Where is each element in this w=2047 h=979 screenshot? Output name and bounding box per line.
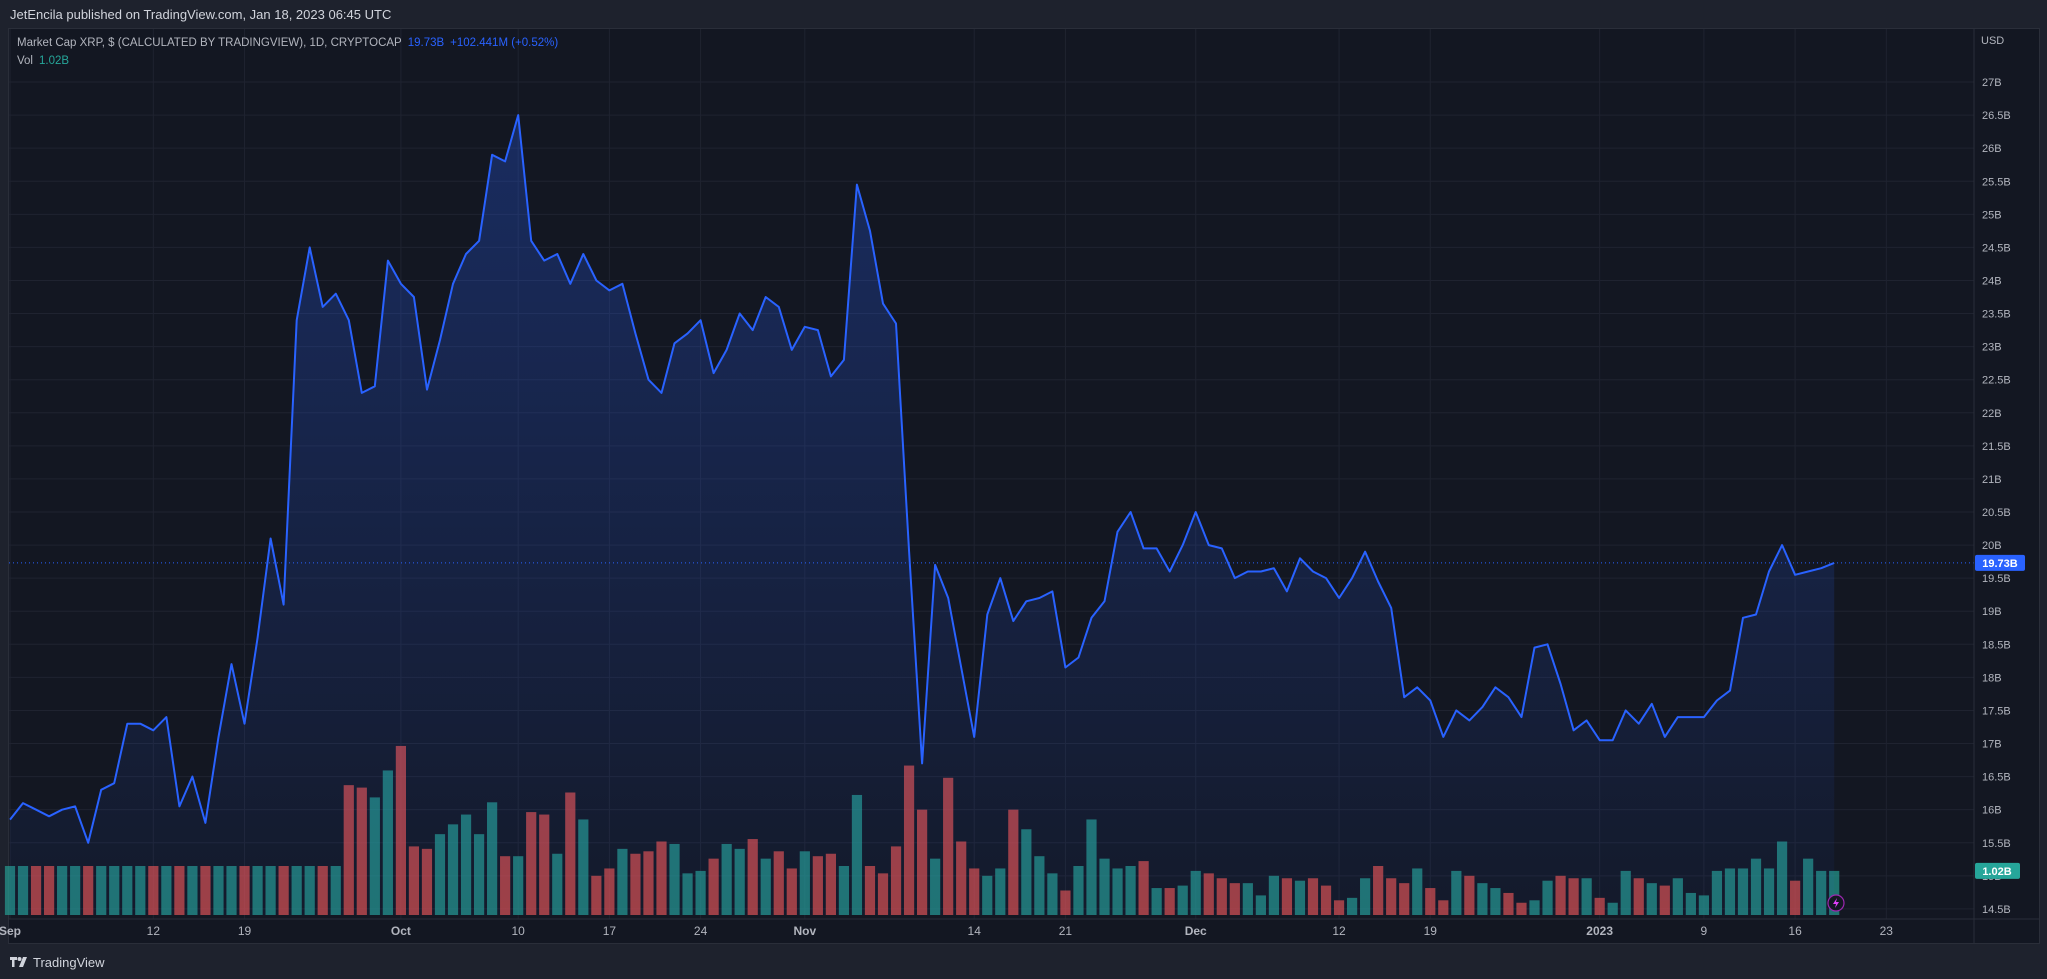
y-tick-label: 14.5B	[1982, 904, 2011, 916]
y-tick-label: 17B	[1982, 739, 2002, 751]
x-tick-label: 24	[694, 924, 708, 938]
x-tick-label: 2023	[1586, 924, 1613, 938]
y-tick-label: 20B	[1982, 540, 2002, 552]
tradingview-logo-icon	[10, 957, 27, 967]
y-tick-label: 21B	[1982, 474, 2002, 486]
currency-label: USD	[1981, 35, 2004, 47]
x-tick-label: 21	[1059, 924, 1073, 938]
y-tick-label: 16.5B	[1982, 772, 2011, 784]
x-tick-label: 23	[1880, 924, 1894, 938]
x-tick-label: Dec	[1185, 924, 1207, 938]
y-tick-label: 22B	[1982, 408, 2002, 420]
y-tick-label: 22.5B	[1982, 375, 2011, 387]
y-tick-label: 23B	[1982, 342, 2002, 354]
volume-badge	[1975, 862, 2020, 879]
x-tick-label: 12	[1332, 924, 1346, 938]
x-tick-label: Nov	[793, 924, 816, 938]
brand-name: TradingView	[33, 954, 105, 970]
y-tick-label: 20.5B	[1982, 507, 2011, 519]
y-tick-label: 19.5B	[1982, 573, 2011, 585]
x-tick-label: 12	[147, 924, 161, 938]
price-line	[9, 114, 1835, 844]
y-tick-label: 17.5B	[1982, 705, 2011, 717]
footer-brand[interactable]: TradingView	[10, 952, 105, 972]
y-tick-label: 24.5B	[1982, 242, 2011, 254]
y-tick-label: 15.5B	[1982, 838, 2011, 850]
y-tick-label: 23.5B	[1982, 309, 2011, 321]
volume-legend-row: Vol 1.02B	[17, 52, 558, 70]
last-value: 19.73B	[407, 37, 445, 49]
x-tick-label: 10	[511, 924, 525, 938]
y-tick-label: 18.5B	[1982, 639, 2011, 651]
x-tick-label: 9	[1701, 924, 1708, 938]
y-tick-label: 26B	[1982, 143, 2002, 155]
publisher-text: JetEncila published on TradingView.com, …	[10, 7, 392, 22]
last-value-badge	[1975, 554, 2025, 571]
y-tick-label: 18B	[1982, 672, 2002, 684]
vol-value: 1.02B	[39, 55, 70, 67]
y-tick-label: 16B	[1982, 805, 2002, 817]
x-tick-label: 16	[1788, 924, 1802, 938]
y-tick-label: 21.5B	[1982, 441, 2011, 453]
bolt-glyph	[1833, 898, 1839, 908]
x-tick-label: Sep	[0, 924, 21, 938]
y-tick-label: 25.5B	[1982, 176, 2011, 188]
y-tick-label: 24B	[1982, 275, 2002, 287]
y-tick-label: 27B	[1982, 77, 2002, 89]
y-tick-label: 26.5B	[1982, 110, 2011, 122]
vol-label[interactable]: Vol	[17, 55, 33, 67]
publisher-bar: JetEncila published on TradingView.com, …	[0, 0, 2047, 28]
x-tick-label: 19	[238, 924, 252, 938]
x-tick-label: 17	[603, 924, 617, 938]
symbol-legend-row: Market Cap XRP, $ (CALCULATED BY TRADING…	[17, 34, 558, 52]
x-tick-label: 14	[968, 924, 982, 938]
price-area-fill	[10, 115, 1835, 916]
price-change: +102.441M (+0.52%)	[450, 37, 559, 49]
last-value-badge-text: 19.73B	[1982, 558, 2018, 570]
volume-badge-text: 1.02B	[1982, 866, 2011, 878]
x-tick-label: Oct	[391, 924, 411, 938]
y-tick-label: 25B	[1982, 209, 2002, 221]
x-tick-label: 19	[1424, 924, 1438, 938]
symbol-title[interactable]: Market Cap XRP, $ (CALCULATED BY TRADING…	[17, 37, 402, 49]
y-tick-label: 19B	[1982, 606, 2002, 618]
chart-legend: Market Cap XRP, $ (CALCULATED BY TRADING…	[17, 34, 558, 70]
